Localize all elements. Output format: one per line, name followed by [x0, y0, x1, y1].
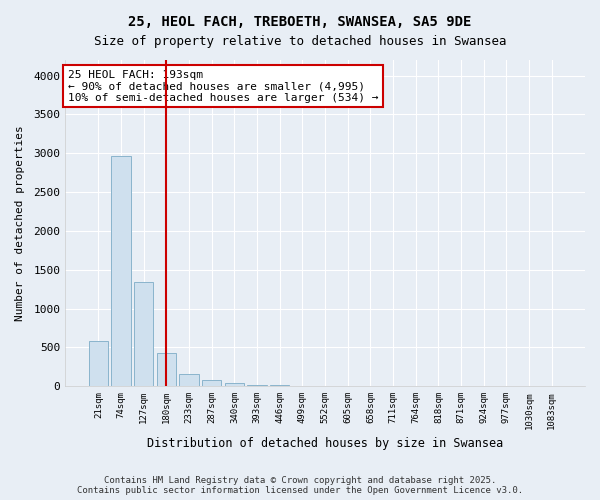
Text: Size of property relative to detached houses in Swansea: Size of property relative to detached ho…	[94, 35, 506, 48]
Bar	[112, 156, 131, 386]
Text: 25, HEOL FACH, TREBOETH, SWANSEA, SA5 9DE: 25, HEOL FACH, TREBOETH, SWANSEA, SA5 9D…	[128, 15, 472, 29]
Bar	[202, 380, 221, 386]
Bar	[225, 383, 244, 386]
Bar	[89, 341, 108, 386]
X-axis label: Distribution of detached houses by size in Swansea: Distribution of detached houses by size …	[147, 437, 503, 450]
Text: Contains HM Land Registry data © Crown copyright and database right 2025.
Contai: Contains HM Land Registry data © Crown c…	[77, 476, 523, 495]
Bar	[247, 384, 267, 386]
Text: 25 HEOL FACH: 193sqm
← 90% of detached houses are smaller (4,995)
10% of semi-de: 25 HEOL FACH: 193sqm ← 90% of detached h…	[68, 70, 378, 103]
Bar	[157, 353, 176, 386]
Bar	[134, 282, 154, 386]
Bar	[179, 374, 199, 386]
Y-axis label: Number of detached properties: Number of detached properties	[15, 125, 25, 321]
